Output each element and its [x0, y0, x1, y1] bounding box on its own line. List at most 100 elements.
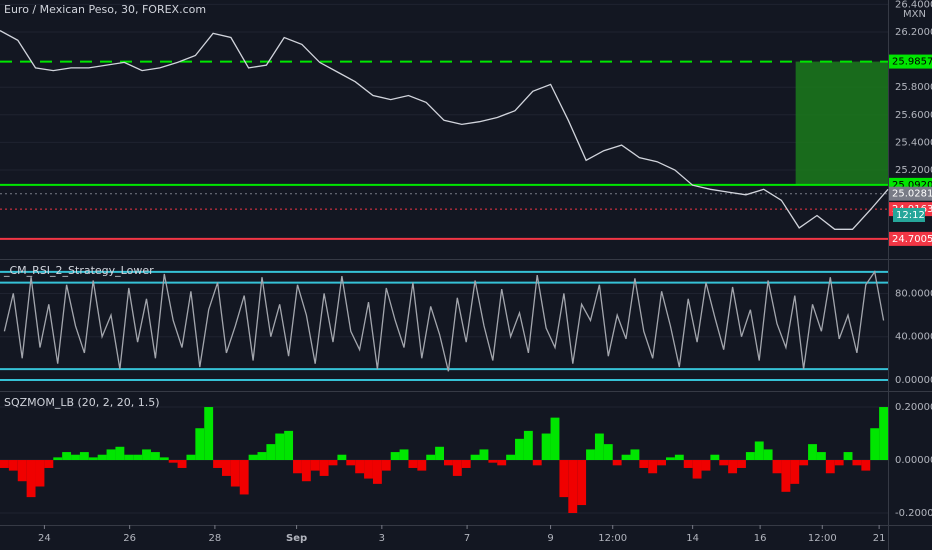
- histogram-bar: [861, 460, 871, 471]
- histogram-bar: [488, 460, 498, 463]
- histogram-bar: [515, 438, 524, 461]
- x-tick-label: 9: [547, 533, 553, 544]
- histogram-bar: [310, 460, 320, 471]
- histogram-bar: [346, 460, 356, 466]
- histogram-bar: [719, 460, 729, 466]
- histogram-bar: [648, 460, 658, 474]
- x-tick-label: Sep: [286, 533, 307, 544]
- histogram-bar: [879, 407, 888, 461]
- x-tick-label: 28: [209, 533, 222, 544]
- histogram-bar: [177, 460, 187, 468]
- histogram-bar: [737, 460, 746, 468]
- histogram-bar: [239, 460, 249, 495]
- histogram-bar: [657, 460, 666, 466]
- histogram-bar: [701, 460, 711, 471]
- histogram-bar: [168, 460, 178, 463]
- histogram-bar: [71, 454, 80, 461]
- histogram-bar: [852, 460, 862, 466]
- histogram-bar: [133, 454, 143, 461]
- histogram-bar: [381, 460, 391, 471]
- histogram-bar: [452, 460, 462, 476]
- histogram-bar: [586, 449, 595, 461]
- histogram-bar: [843, 452, 853, 461]
- histogram-bar: [666, 457, 675, 461]
- price-tag-label: 24.70053: [892, 234, 932, 245]
- histogram-bar: [763, 449, 773, 461]
- histogram-bar: [186, 454, 196, 461]
- price-tag: [889, 186, 932, 201]
- price-tag: [889, 54, 932, 69]
- histogram-bar: [248, 454, 258, 461]
- histogram-bar: [559, 460, 569, 498]
- histogram-bar: [692, 460, 702, 479]
- histogram-bar: [426, 454, 436, 461]
- pane-title: Euro / Mexican Peso, 30, FOREX.com: [4, 3, 206, 16]
- price-tag-label: 25.02810: [892, 189, 932, 200]
- histogram-bar: [523, 430, 533, 461]
- histogram-bar: [444, 460, 453, 466]
- x-tick-label: 26: [123, 533, 136, 544]
- histogram-bar: [577, 460, 587, 506]
- histogram-bar: [408, 460, 418, 468]
- histogram-bar: [222, 460, 231, 476]
- histogram-bar: [328, 460, 338, 466]
- y-tick-label: 25.40000: [895, 137, 932, 148]
- target-zone: [795, 61, 888, 185]
- x-tick-label: 24: [38, 533, 51, 544]
- histogram-bar: [639, 460, 649, 468]
- histogram-bar: [8, 460, 18, 471]
- histogram-bar: [106, 449, 116, 461]
- price-tag-label: 25.09208: [892, 180, 932, 191]
- x-tick-label: 21: [873, 533, 886, 544]
- y-tick-label: 0.00000: [895, 455, 932, 466]
- histogram-bar: [506, 454, 516, 461]
- y-tick-label: 40.00000: [895, 332, 932, 343]
- histogram-bar: [319, 460, 329, 476]
- x-tick-label: 16: [754, 533, 767, 544]
- price-tag: [889, 231, 932, 246]
- histogram-bar: [337, 454, 347, 461]
- histogram-bar: [435, 446, 444, 461]
- histogram-bar: [35, 460, 45, 487]
- histogram-bar: [79, 452, 89, 461]
- histogram-bar: [62, 452, 72, 461]
- histogram-bar: [88, 457, 98, 461]
- histogram-bar: [44, 460, 54, 468]
- histogram-bar: [195, 428, 205, 461]
- histogram-bar: [17, 460, 27, 482]
- histogram-bar: [275, 433, 285, 461]
- histogram-bar: [870, 428, 880, 461]
- histogram-bar: [390, 452, 400, 461]
- histogram-bar: [781, 460, 791, 492]
- histogram-bar: [497, 460, 507, 466]
- histogram-bar: [621, 454, 631, 461]
- countdown-tag: [893, 208, 925, 222]
- y-tick-label: 0.00000: [895, 375, 932, 386]
- histogram-bar: [97, 454, 107, 461]
- histogram-bar: [293, 460, 302, 474]
- histogram-bar: [150, 452, 160, 461]
- histogram-bar: [612, 460, 622, 466]
- y-tick-label: 26.40000: [895, 0, 932, 10]
- histogram-bar: [834, 460, 844, 466]
- price-tag-label: 25.98571: [892, 57, 932, 68]
- histogram-bar: [470, 454, 480, 461]
- histogram-bar: [284, 430, 294, 461]
- histogram-bar: [568, 460, 578, 514]
- histogram-bar: [364, 460, 373, 479]
- histogram-bar: [0, 460, 9, 468]
- histogram-bar: [301, 460, 311, 482]
- histogram-bar: [745, 452, 755, 461]
- pane-title: _CM_RSI_2_Strategy_Lower: [3, 264, 154, 277]
- histogram-bar: [594, 433, 604, 461]
- histogram-bar: [372, 460, 382, 484]
- histogram-bar: [230, 460, 240, 487]
- histogram-bar: [550, 417, 560, 461]
- histogram-bar: [417, 460, 427, 471]
- series-line: [0, 30, 889, 230]
